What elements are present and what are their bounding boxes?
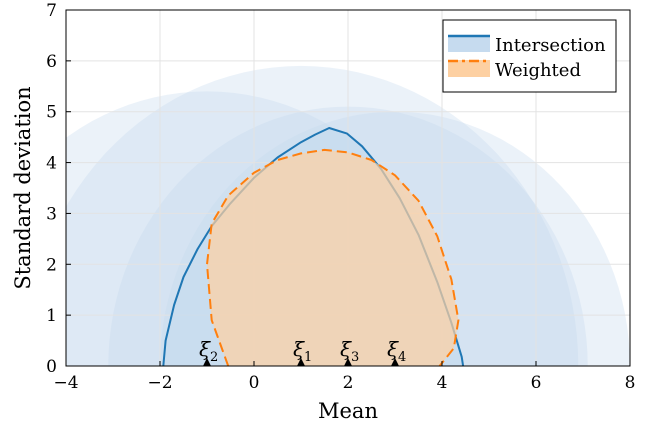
marker-xi-2 xyxy=(203,358,211,366)
series-layer xyxy=(162,127,465,366)
x-tick-label-1: −2 xyxy=(147,373,172,393)
marker-xi-1 xyxy=(297,358,305,366)
y-tick-label-7: 7 xyxy=(46,1,57,21)
y-axis-label: Standard deviation xyxy=(11,86,35,289)
legend-box xyxy=(442,19,617,93)
y-tick-label-3: 3 xyxy=(46,204,57,224)
marker-subscript-2: 2 xyxy=(210,350,218,365)
marker-subscript-1: 1 xyxy=(304,350,312,365)
axis-ticks: −4 −2 0 2 4 6 8 0 1 2 3 4 5 6 7 xyxy=(46,1,635,393)
x-axis-label: Mean xyxy=(318,399,378,423)
legend-swatch-fill-intersection xyxy=(448,35,490,52)
x-tick-label-5: 6 xyxy=(531,373,542,393)
x-tick-label-4: 4 xyxy=(437,373,448,393)
y-tick-label-6: 6 xyxy=(46,52,57,72)
y-tick-label-1: 1 xyxy=(46,306,57,326)
x-tick-label-6: 8 xyxy=(625,373,636,393)
x-tick-label-2: 0 xyxy=(249,373,260,393)
series-fill-weighted xyxy=(207,149,459,366)
y-tick-label-2: 2 xyxy=(46,255,57,275)
legend-label-intersection: Intersection xyxy=(495,35,606,56)
legend-swatch-fill-weighted xyxy=(448,60,490,77)
x-tick-label-3: 2 xyxy=(343,373,354,393)
y-tick-label-4: 4 xyxy=(46,154,57,174)
marker-subscript-3: 3 xyxy=(351,350,359,365)
y-tick-label-5: 5 xyxy=(46,103,57,123)
legend: Intersection Weighted xyxy=(442,19,617,93)
series-line-weighted xyxy=(206,148,460,366)
marker-xi-4 xyxy=(391,358,399,366)
x-tick-label-0: −4 xyxy=(53,373,78,393)
y-tick-label-0: 0 xyxy=(46,357,57,377)
marker-subscript-4: 4 xyxy=(398,350,406,365)
legend-label-weighted: Weighted xyxy=(495,60,581,81)
